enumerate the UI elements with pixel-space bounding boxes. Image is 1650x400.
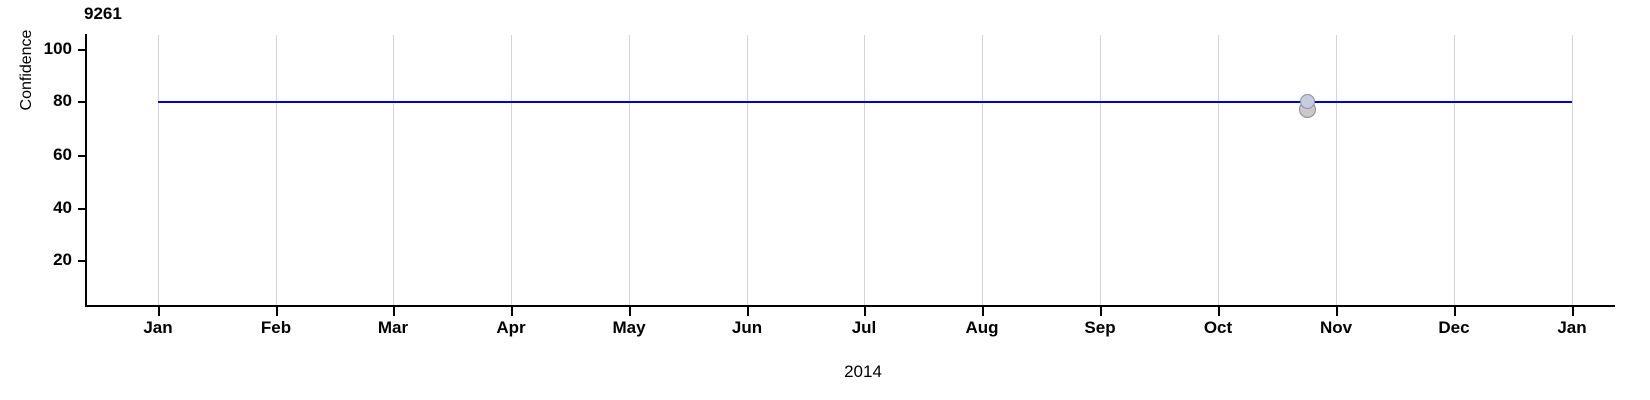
y-tick-label-1: 80 <box>53 91 72 110</box>
y-tick-mark-2 <box>78 155 86 157</box>
chart-title: 9261 <box>84 4 122 23</box>
y-tick-label-2: 60 <box>53 145 72 164</box>
x-tick-mark-12 <box>1572 307 1574 316</box>
x-tick-mark-5 <box>747 307 749 316</box>
gridline-jan-0 <box>158 35 159 305</box>
gridline-sep-8 <box>1100 35 1101 305</box>
x-tick-label-7: Aug <box>965 318 999 337</box>
x-tick-mark-3 <box>511 307 513 316</box>
x-tick-label-5: Jun <box>731 318 763 337</box>
x-tick-label-9: Oct <box>1203 318 1233 337</box>
x-tick-mark-0 <box>158 307 160 316</box>
y-tick-mark-0 <box>78 49 86 51</box>
gridline-feb-1 <box>276 35 277 305</box>
x-tick-mark-9 <box>1218 307 1220 316</box>
y-tick-label-4: 20 <box>53 250 72 269</box>
y-tick-label-3: 40 <box>53 198 72 217</box>
x-tick-label-6: Jul <box>851 318 877 337</box>
gridline-may-4 <box>629 35 630 305</box>
gridline-jun-5 <box>747 35 748 305</box>
x-tick-mark-11 <box>1454 307 1456 316</box>
y-tick-mark-3 <box>78 208 86 210</box>
x-tick-label-10: Nov <box>1319 318 1353 337</box>
x-tick-label-2: Mar <box>377 318 409 337</box>
series-line-0 <box>158 101 1572 103</box>
gridline-mar-2 <box>393 35 394 305</box>
x-tick-label-3: Apr <box>496 318 526 337</box>
x-tick-mark-2 <box>393 307 395 316</box>
x-axis-line <box>85 305 1615 307</box>
gridline-nov-10 <box>1336 35 1337 305</box>
y-axis-line <box>85 34 87 306</box>
x-tick-mark-6 <box>864 307 866 316</box>
y-tick-mark-4 <box>78 260 86 262</box>
x-tick-label-12: Jan <box>1557 318 1587 337</box>
data-point-point-upper[interactable] <box>1300 93 1316 109</box>
x-tick-label-1: Feb <box>260 318 292 337</box>
gridline-jul-6 <box>864 35 865 305</box>
gridline-dec-11 <box>1454 35 1455 305</box>
x-tick-label-11: Dec <box>1438 318 1470 337</box>
gridline-apr-3 <box>511 35 512 305</box>
y-tick-label-0: 100 <box>43 39 72 58</box>
x-tick-label-8: Sep <box>1084 318 1116 337</box>
y-tick-mark-1 <box>78 101 86 103</box>
gridline-jan-12 <box>1572 35 1573 305</box>
gridline-aug-7 <box>982 35 983 305</box>
x-tick-mark-10 <box>1336 307 1338 316</box>
x-tick-label-4: May <box>612 318 646 337</box>
gridline-oct-9 <box>1218 35 1219 305</box>
x-tick-label-0: Jan <box>143 318 173 337</box>
x-tick-mark-7 <box>982 307 984 316</box>
x-tick-mark-4 <box>629 307 631 316</box>
x-tick-mark-1 <box>276 307 278 316</box>
x-tick-mark-8 <box>1100 307 1102 316</box>
x-axis-title: 2014 <box>844 362 882 381</box>
